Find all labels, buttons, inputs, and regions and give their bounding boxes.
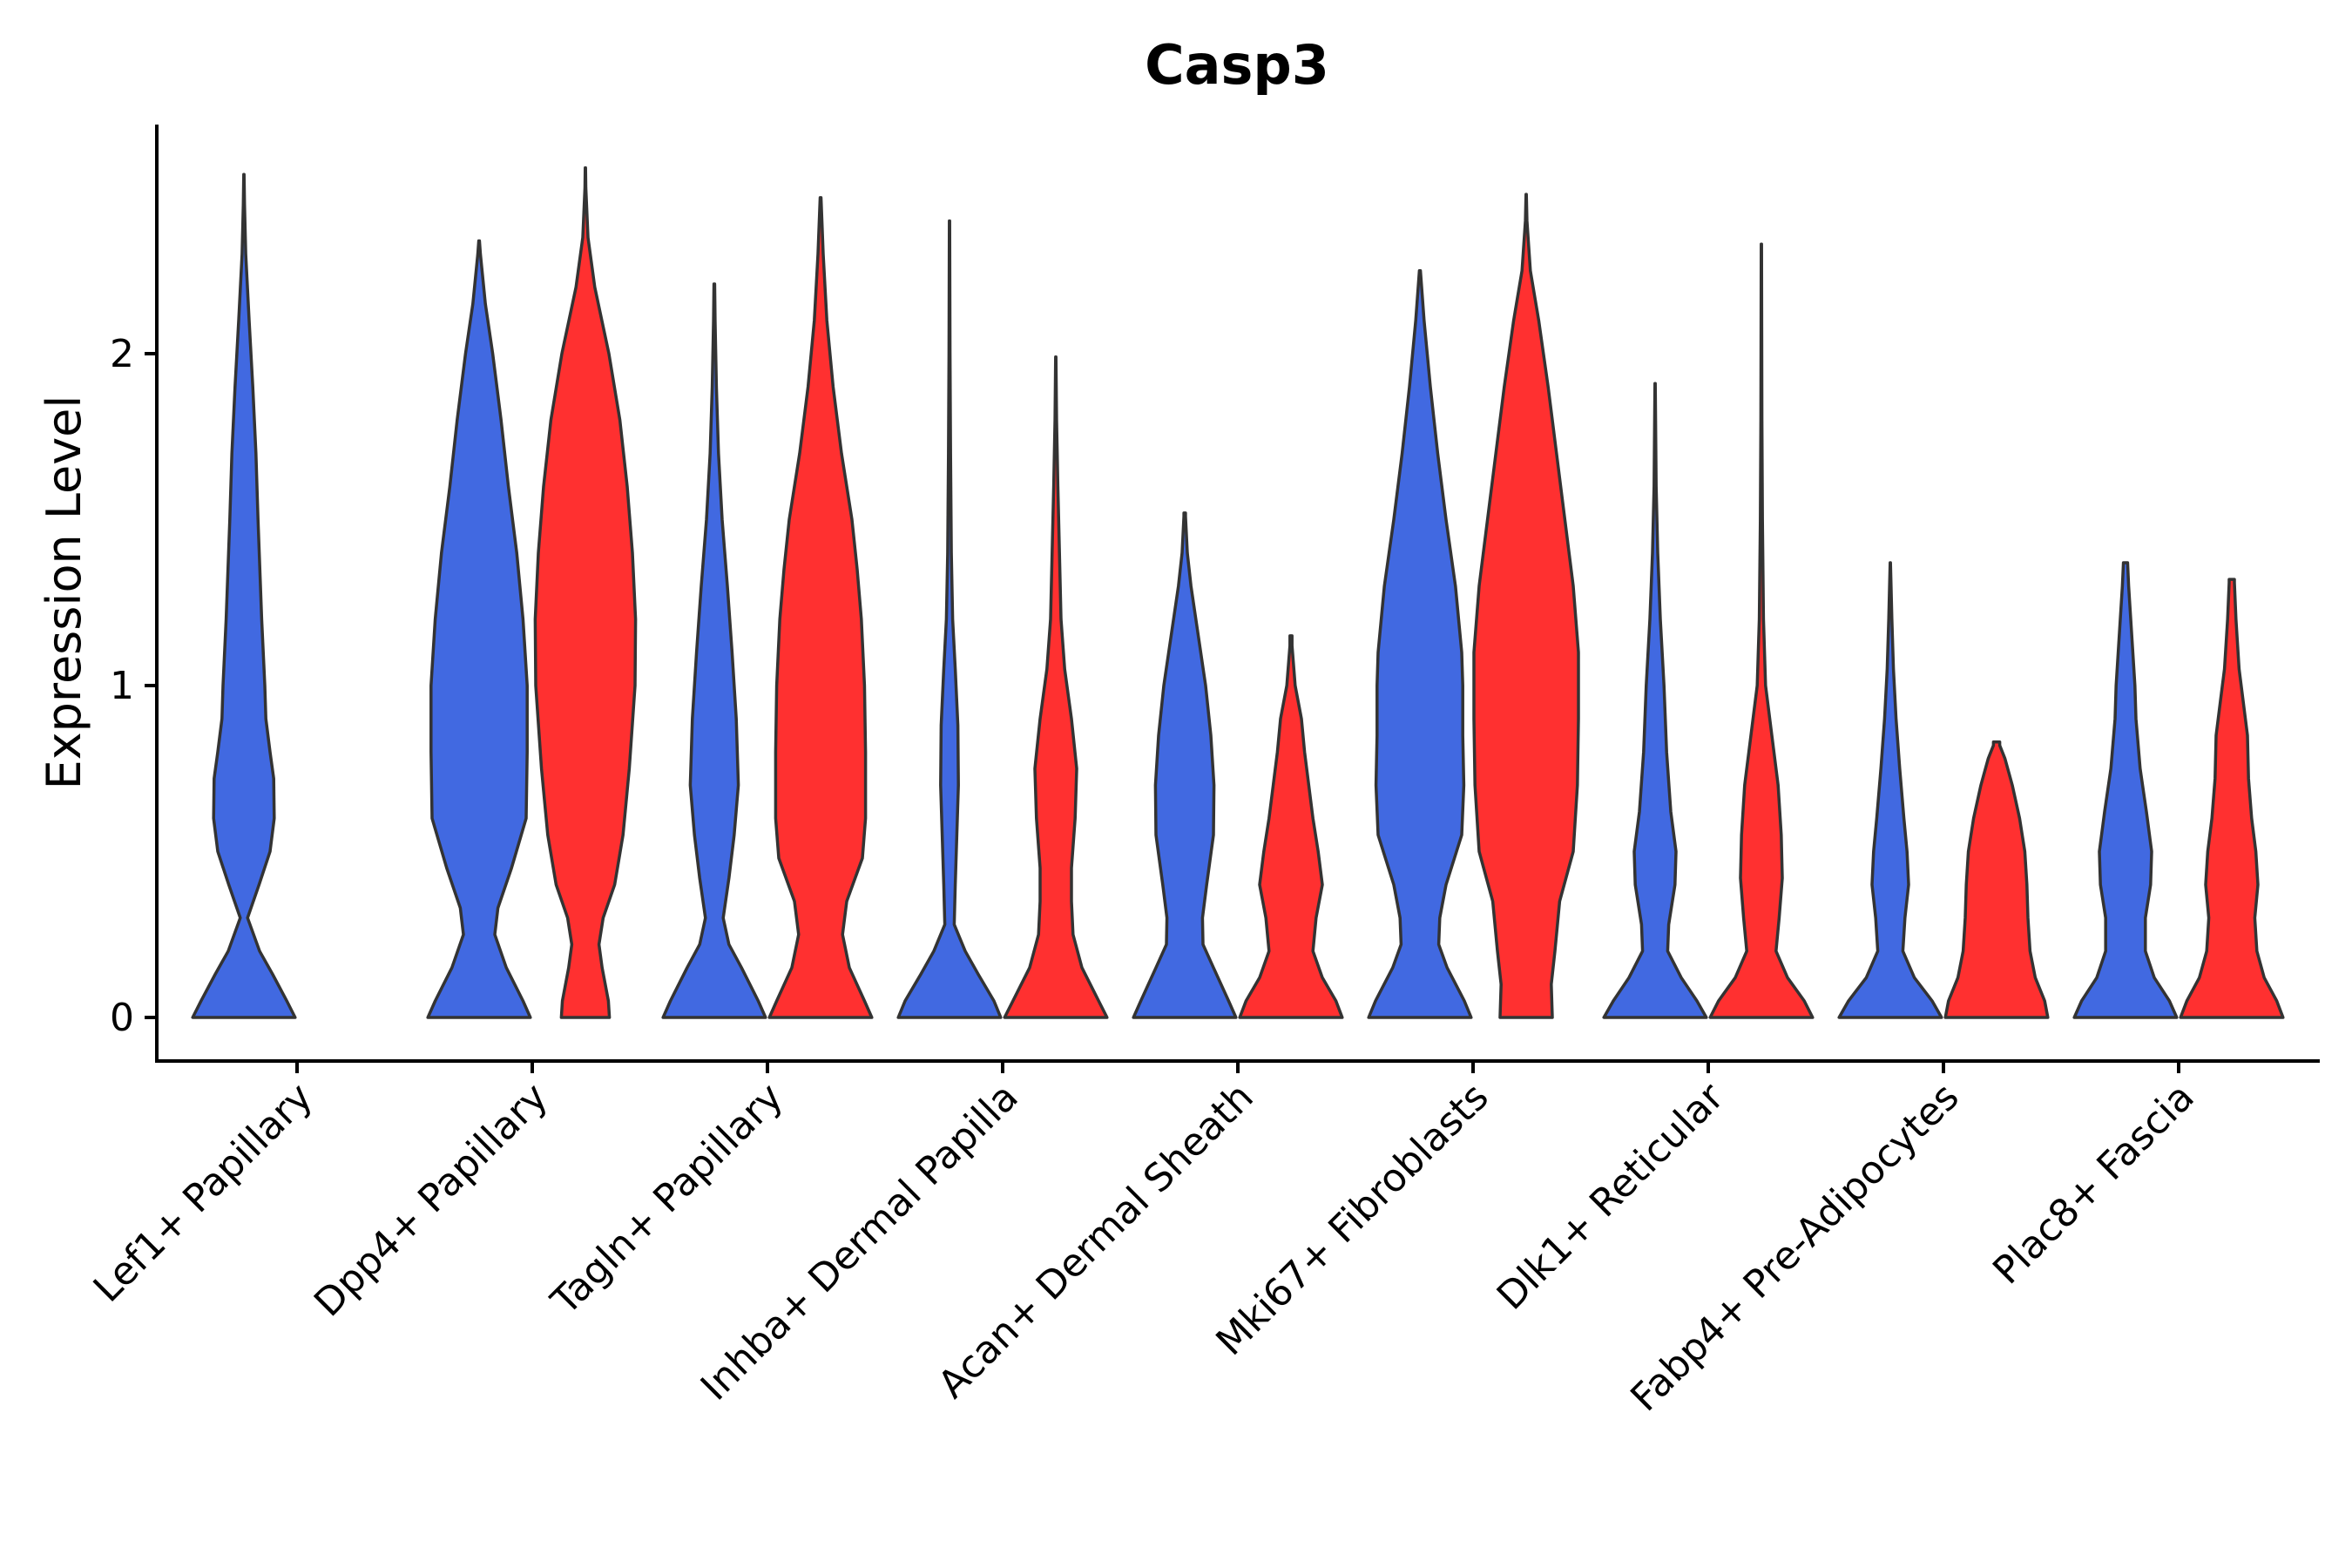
violin-group1 xyxy=(191,172,297,1019)
x-tick-label: Dpp4+ Papillary xyxy=(306,1075,557,1326)
violin-group1 xyxy=(1132,511,1238,1019)
y-tick-label: 1 xyxy=(110,664,134,708)
x-tick-label: Lef1+ Papillary xyxy=(85,1075,321,1311)
x-tick-label: Dlk1+ Reticular xyxy=(1489,1074,1734,1319)
violin-group2 xyxy=(767,196,874,1019)
y-ticks: 0 1 2 xyxy=(110,332,157,1040)
x-tick-label: Tagln+ Papillary xyxy=(543,1075,792,1324)
violin-group1 xyxy=(1837,561,1943,1019)
violin-group2 xyxy=(1708,242,1815,1019)
violin-group1 xyxy=(2072,561,2179,1019)
y-tick-label: 0 xyxy=(110,996,134,1040)
violin-group2 xyxy=(2179,578,2285,1019)
violin-group1 xyxy=(426,239,532,1019)
violin-layer xyxy=(191,166,2285,1019)
violin-group1 xyxy=(661,282,767,1019)
violin-group2 xyxy=(1943,740,2050,1019)
violin-group1 xyxy=(1367,269,1473,1019)
y-axis-label: Expression Level xyxy=(37,395,91,790)
violin-group2 xyxy=(1238,634,1344,1019)
violin-group2 xyxy=(1472,193,1580,1019)
violin-group2 xyxy=(1003,355,1109,1019)
violin-group1 xyxy=(1602,382,1708,1019)
y-tick-label: 2 xyxy=(110,332,134,376)
x-tick-label: Plac8+ Fascia xyxy=(1984,1075,2203,1294)
violin-group1 xyxy=(896,219,1003,1019)
violin-group2 xyxy=(533,166,638,1019)
x-tick-label: Mki67+ Fibroblasts xyxy=(1207,1075,1497,1364)
chart-title: Casp3 xyxy=(1145,33,1329,97)
